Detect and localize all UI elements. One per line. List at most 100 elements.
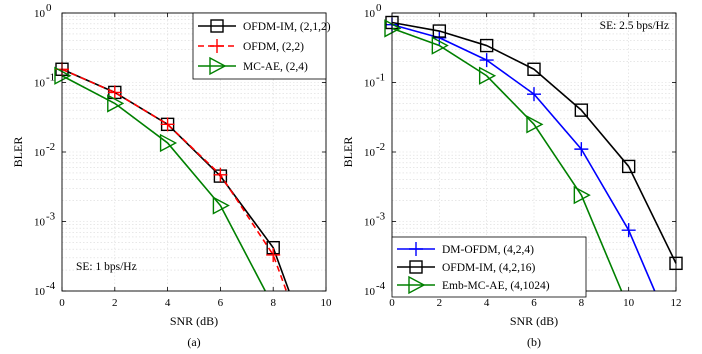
data-point — [107, 94, 125, 113]
x-axis-label: SNR (dB) — [510, 314, 558, 328]
data-point — [409, 260, 423, 274]
y-tick-label: 10 -2 — [364, 141, 385, 159]
y-tick-base: 10 — [364, 217, 376, 229]
data-point — [159, 133, 178, 153]
x-tick-label: 8 — [579, 297, 585, 309]
legend-label: OFDM, (2,2) — [243, 41, 304, 53]
y-tick-label: 10 -3 — [364, 211, 386, 229]
y-tick-exponent: 0 — [376, 2, 382, 14]
data-point — [573, 185, 591, 205]
x-tick-label: 10 — [321, 297, 333, 309]
y-tick-label: 10 -1 — [34, 72, 55, 90]
y-tick-label: 10 0 — [34, 2, 52, 20]
x-tick-label: 12 — [671, 297, 682, 309]
series-1 — [385, 15, 683, 271]
y-tick-base: 10 — [364, 8, 376, 20]
y-axis-label: BLER — [341, 137, 355, 168]
x-tick-label: 2 — [112, 297, 118, 309]
x-tick-label: 10 — [623, 297, 635, 309]
y-tick-exponent: -2 — [376, 141, 385, 153]
data-point — [478, 66, 497, 85]
data-point — [526, 115, 544, 134]
data-point — [408, 275, 426, 295]
chart-caption: (a) — [187, 335, 200, 349]
data-point — [107, 85, 122, 100]
se-annotation: SE: 1 bps/Hz — [76, 261, 137, 273]
y-tick-label: 10 -4 — [364, 280, 386, 298]
data-point — [479, 38, 494, 53]
x-tick-label: 0 — [389, 297, 395, 309]
data-point — [431, 36, 449, 55]
y-tick-label: 10 -1 — [364, 72, 385, 90]
y-tick-exponent: -4 — [376, 280, 386, 292]
y-tick-label: 10 -3 — [34, 211, 56, 229]
y-axis-label: BLER — [11, 137, 25, 168]
legend: DM-OFDM, (4,2,4) OFDM-IM, (4,2,16) Emb-MC-… — [391, 236, 587, 298]
legend-label: Emb-MC-AE, (4,1024) — [442, 280, 550, 292]
series-0 — [385, 17, 656, 292]
data-point — [212, 196, 230, 215]
series-2 — [54, 66, 266, 292]
data-point — [210, 19, 224, 33]
y-tick-base: 10 — [364, 147, 376, 159]
y-tick-exponent: -4 — [46, 280, 56, 292]
series-line — [61, 68, 288, 292]
data-point — [621, 223, 636, 238]
chart-caption: (b) — [527, 335, 541, 349]
data-point — [266, 247, 281, 262]
y-tick-exponent: -1 — [376, 72, 385, 84]
y-tick-base: 10 — [34, 217, 46, 229]
data-point — [574, 103, 589, 117]
legend-entry: OFDM, (2,2) — [198, 39, 304, 53]
y-tick-label: 10 0 — [364, 2, 382, 20]
x-tick-label: 6 — [218, 297, 224, 309]
legend: OFDM-IM, (2,1,2) OFDM, (2,2) MC-AE, (2,4) — [192, 12, 331, 80]
y-tick-exponent: -2 — [46, 141, 55, 153]
series-line — [61, 75, 266, 292]
legend-label: DM-OFDM, (4,2,4) — [442, 244, 534, 256]
data-point — [209, 56, 227, 76]
x-tick-label: 4 — [484, 297, 490, 309]
x-tick-label: 8 — [270, 297, 276, 309]
series-line — [391, 21, 677, 264]
legend-entry: OFDM-IM, (4,2,16) — [397, 260, 535, 274]
y-tick-base: 10 — [34, 78, 46, 90]
data-point — [574, 142, 589, 157]
x-tick-label: 0 — [59, 297, 65, 309]
data-point — [213, 167, 228, 182]
series-line — [391, 27, 623, 292]
data-point — [210, 39, 224, 53]
se-annotation: SE: 2.5 bps/Hz — [600, 20, 669, 32]
legend-label: MC-AE, (2,4) — [243, 61, 308, 73]
x-tick-label: 6 — [531, 297, 537, 309]
data-point — [432, 30, 447, 45]
y-tick-exponent: -1 — [46, 72, 55, 84]
data-point — [409, 242, 423, 256]
y-tick-exponent: 0 — [46, 2, 52, 14]
y-tick-base: 10 — [364, 286, 376, 298]
x-axis-label: SNR (dB) — [170, 314, 218, 328]
data-point — [527, 87, 541, 102]
legend-entry: MC-AE, (2,4) — [198, 56, 308, 76]
legend-entry: Emb-MC-AE, (4,1024) — [397, 275, 550, 295]
data-point — [479, 53, 494, 68]
data-point — [384, 19, 402, 38]
series-2 — [384, 19, 623, 292]
data-point — [160, 117, 175, 132]
x-tick-label: 2 — [437, 297, 443, 309]
y-tick-exponent: -3 — [376, 211, 386, 223]
legend-label: OFDM-IM, (4,2,16) — [442, 262, 535, 274]
data-point — [621, 159, 636, 174]
legend-label: OFDM-IM, (2,1,2) — [243, 21, 331, 33]
y-tick-label: 10 -4 — [34, 280, 56, 298]
legend-entry: OFDM-IM, (2,1,2) — [198, 19, 331, 33]
data-point — [432, 24, 447, 38]
data-point — [527, 62, 541, 76]
y-tick-base: 10 — [34, 8, 46, 20]
data-point — [54, 66, 72, 85]
y-tick-base: 10 — [34, 147, 46, 159]
legend-entry: DM-OFDM, (4,2,4) — [397, 242, 534, 256]
